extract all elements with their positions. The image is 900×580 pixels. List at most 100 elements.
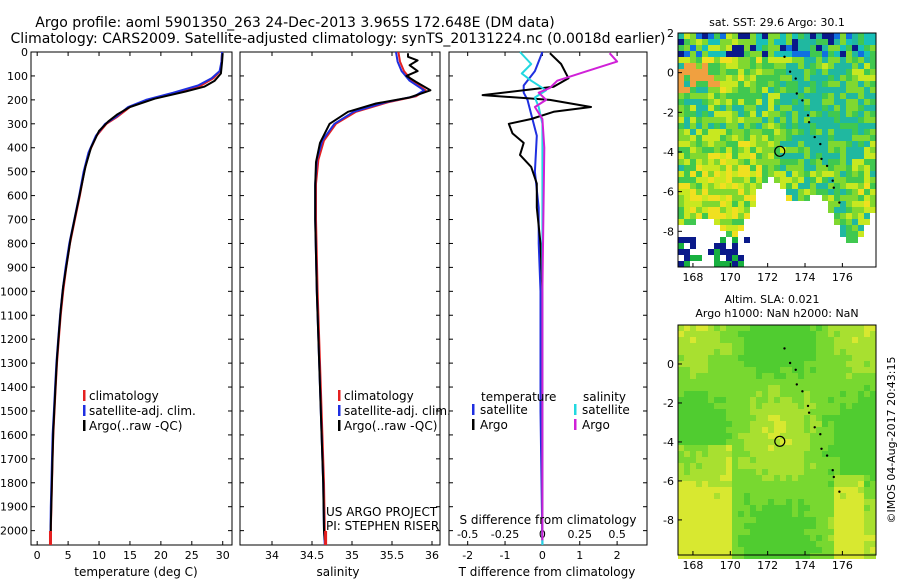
map-cell	[774, 457, 780, 463]
map-cell	[726, 499, 732, 505]
map-cell	[870, 547, 876, 553]
map-cell	[834, 463, 840, 469]
map-cell	[702, 445, 708, 451]
map-cell	[828, 69, 834, 75]
map-cell	[726, 553, 732, 559]
map-cell	[738, 349, 744, 355]
map-cell	[804, 165, 810, 171]
map-cell	[840, 469, 846, 475]
map-cell	[810, 481, 816, 487]
map-cell	[738, 147, 744, 153]
island-mark	[788, 70, 792, 73]
map-cell	[744, 165, 750, 171]
map-cell	[714, 195, 720, 201]
map-cell	[786, 129, 792, 135]
map-cell	[750, 529, 756, 535]
map-cell	[846, 183, 852, 189]
map-cell	[792, 361, 798, 367]
map-cell	[804, 343, 810, 349]
map-cell	[696, 213, 702, 219]
map-cell	[870, 523, 876, 529]
map-cell	[810, 57, 816, 63]
map-cell	[762, 177, 768, 183]
map-cell	[684, 397, 690, 403]
map-cell	[696, 469, 702, 475]
map-cell	[858, 63, 864, 69]
map-cell	[714, 123, 720, 129]
map-cell	[720, 367, 726, 373]
map-cell	[852, 165, 858, 171]
map-cell	[774, 117, 780, 123]
map-cell	[714, 93, 720, 99]
map-cell	[750, 505, 756, 511]
map-cell	[858, 147, 864, 153]
map-cell	[750, 415, 756, 421]
map-cell	[852, 141, 858, 147]
map-cell	[690, 367, 696, 373]
map-cell	[846, 421, 852, 427]
map-cell	[822, 481, 828, 487]
map-cell	[834, 493, 840, 499]
map-cell	[720, 93, 726, 99]
map-cell	[816, 147, 822, 153]
map-cell	[852, 195, 858, 201]
map-cell	[702, 535, 708, 541]
map-cell	[702, 183, 708, 189]
map-cell	[678, 547, 684, 553]
map-cell	[780, 541, 786, 547]
difference-top-xlabel: S difference from climatology	[460, 513, 637, 527]
map-x-tick-label: 172	[757, 271, 778, 284]
map-cell	[864, 511, 870, 517]
map-cell	[840, 57, 846, 63]
map-cell	[690, 159, 696, 165]
map-cell	[822, 117, 828, 123]
map-cell	[816, 499, 822, 505]
map-cell	[738, 361, 744, 367]
map-cell	[846, 409, 852, 415]
map-cell	[870, 487, 876, 493]
map-cell	[726, 69, 732, 75]
map-cell	[840, 189, 846, 195]
map-cell	[864, 111, 870, 117]
map-cell	[798, 421, 804, 427]
map-cell	[684, 511, 690, 517]
map-cell	[774, 463, 780, 469]
map-cell	[702, 117, 708, 123]
map-cell	[858, 33, 864, 39]
map-cell	[738, 111, 744, 117]
map-cell	[714, 111, 720, 117]
map-cell	[756, 141, 762, 147]
map-cell	[684, 433, 690, 439]
map-cell	[744, 331, 750, 337]
map-cell	[780, 463, 786, 469]
map-cell	[732, 111, 738, 117]
map-cell	[684, 331, 690, 337]
map-cell	[840, 457, 846, 463]
map-cell	[870, 153, 876, 159]
map-cell	[720, 69, 726, 75]
map-cell	[834, 117, 840, 123]
map-cell	[702, 517, 708, 523]
map-cell	[690, 535, 696, 541]
map-cell	[864, 547, 870, 553]
island-mark	[832, 186, 835, 189]
map-cell	[864, 499, 870, 505]
map-cell	[852, 213, 858, 219]
map-cell	[792, 117, 798, 123]
map-cell	[840, 487, 846, 493]
map-cell	[792, 553, 798, 559]
map-cell	[726, 451, 732, 457]
map-cell	[846, 487, 852, 493]
map-cell	[798, 39, 804, 45]
map-cell	[702, 213, 708, 219]
map-cell	[720, 439, 726, 445]
map-cell	[816, 397, 822, 403]
map-cell	[852, 153, 858, 159]
map-cell	[696, 385, 702, 391]
map-cell	[762, 487, 768, 493]
map-cell	[738, 397, 744, 403]
map-cell	[822, 183, 828, 189]
map-cell	[756, 547, 762, 553]
map-cell	[708, 331, 714, 337]
map-cell	[786, 45, 792, 51]
